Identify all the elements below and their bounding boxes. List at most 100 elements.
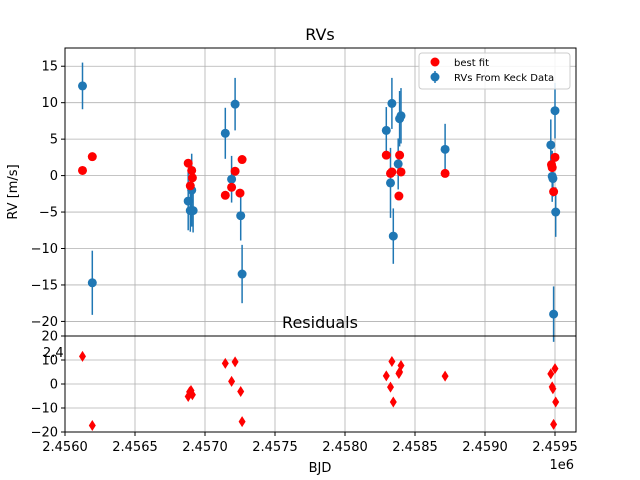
keck-rv-point bbox=[237, 269, 247, 279]
best-fit-point bbox=[396, 167, 406, 177]
rv-y-tick-label: −10 bbox=[31, 242, 58, 257]
residuals-y-tick-label: 0 bbox=[50, 378, 58, 393]
keck-rv-point bbox=[220, 128, 230, 138]
residual-point bbox=[382, 370, 390, 382]
rv-y-tick-label: 10 bbox=[41, 96, 58, 111]
residuals-x-ticks: 2.4560 2.4565 2.4570 2.4575 2.4580 2.4585 2.45… bbox=[42, 432, 578, 455]
x-tick-label: 2.4560 bbox=[42, 440, 88, 455]
legend-label-best-fit: best fit bbox=[454, 58, 489, 69]
residual-point bbox=[549, 383, 557, 395]
residuals-y-tick-label: −20 bbox=[31, 426, 58, 441]
keck-rv-point bbox=[546, 140, 556, 150]
rv-legend: best fit RVs From Keck Data bbox=[418, 52, 571, 90]
keck-rv-point bbox=[230, 99, 240, 109]
residuals-y-tick-label: 20 bbox=[41, 330, 58, 345]
best-fit-point bbox=[547, 163, 557, 173]
residual-point bbox=[221, 357, 229, 369]
rv-y-axis-label: RV [m/s] bbox=[6, 164, 21, 219]
x-tick-label: 2.4565 bbox=[112, 440, 158, 455]
best-fit-point bbox=[185, 181, 195, 191]
keck-rv-point bbox=[381, 125, 391, 135]
rv-y-tick-label: 0 bbox=[50, 169, 58, 184]
x-tick-label: 2.4595 bbox=[532, 440, 578, 455]
x-tick-label: 2.4570 bbox=[182, 440, 228, 455]
residuals-y-tick-label: −10 bbox=[31, 402, 58, 417]
best-fit-point bbox=[381, 150, 391, 160]
rv-y-tick-label: −5 bbox=[39, 206, 58, 221]
x-tick-label: 2.4590 bbox=[462, 440, 508, 455]
residual-point bbox=[79, 350, 86, 362]
best-fit-point bbox=[395, 150, 405, 160]
best-fit-point bbox=[387, 167, 397, 177]
residual-point bbox=[228, 375, 236, 387]
residual-point bbox=[441, 370, 449, 382]
residuals-data-layer bbox=[79, 350, 560, 432]
keck-rv-point bbox=[78, 81, 87, 91]
x-axis-label: BJD bbox=[309, 461, 332, 476]
best-fit-point bbox=[87, 152, 97, 162]
residual-point bbox=[550, 418, 558, 430]
keck-rv-point bbox=[236, 211, 246, 221]
keck-rv-point bbox=[393, 159, 403, 169]
keck-rv-point bbox=[440, 144, 450, 154]
keck-rv-point bbox=[387, 98, 397, 108]
best-fit-point bbox=[440, 168, 450, 178]
rv-panel: 15 10 5 0 −5 −10 −15 −20 RVs RV [m/s] best fit … bbox=[6, 25, 577, 342]
rv-title: RVs bbox=[305, 25, 335, 44]
rv-y-tick-label: 5 bbox=[50, 133, 58, 148]
rv-y-tick-label: −20 bbox=[31, 315, 58, 330]
best-fit-point bbox=[78, 165, 87, 175]
keck-rv-point bbox=[386, 178, 395, 188]
best-fit-point bbox=[394, 191, 404, 201]
legend-marker-keck bbox=[430, 72, 440, 82]
best-fit-point bbox=[187, 173, 197, 183]
keck-rv-point bbox=[549, 309, 559, 319]
rv-y-ticks: 15 10 5 0 −5 −10 −15 −20 bbox=[31, 60, 65, 330]
x-tick-label: 2.4585 bbox=[392, 440, 438, 455]
rv-data-layer bbox=[78, 62, 561, 342]
keck-rv-point bbox=[396, 111, 406, 121]
best-fit-point bbox=[237, 155, 247, 165]
x-tick-label: 2.4575 bbox=[252, 440, 298, 455]
keck-rv-point bbox=[550, 106, 560, 116]
residual-point bbox=[237, 385, 245, 397]
residual-point bbox=[88, 420, 96, 432]
best-fit-point bbox=[220, 190, 230, 200]
residuals-title: Residuals bbox=[282, 313, 358, 332]
keck-rv-point bbox=[183, 196, 193, 206]
keck-rv-point bbox=[551, 207, 561, 217]
residuals-y-ticks: 20 10 0 −10 −20 bbox=[31, 330, 65, 441]
best-fit-point bbox=[235, 188, 245, 198]
best-fit-point bbox=[549, 187, 559, 197]
best-fit-point bbox=[183, 158, 193, 168]
best-fit-point bbox=[227, 182, 237, 192]
residual-point bbox=[552, 396, 560, 408]
rv-y-tick-label: 15 bbox=[41, 60, 58, 75]
x-tick-label: 2.4580 bbox=[322, 440, 368, 455]
best-fit-point bbox=[230, 166, 240, 176]
keck-rv-point bbox=[87, 278, 97, 288]
residual-point bbox=[389, 396, 397, 408]
best-fit-point bbox=[187, 165, 197, 175]
residual-point bbox=[397, 360, 405, 372]
keck-rv-point bbox=[227, 174, 237, 184]
keck-rv-point bbox=[388, 231, 398, 241]
residual-point bbox=[551, 363, 559, 375]
legend-box bbox=[418, 52, 571, 90]
residual-point bbox=[388, 355, 396, 367]
rv-y-tick-label: −15 bbox=[31, 278, 58, 293]
legend-marker-best-fit bbox=[430, 57, 440, 67]
residual-point bbox=[188, 389, 196, 401]
residual-point bbox=[547, 368, 555, 380]
keck-rv-point bbox=[548, 174, 558, 184]
legend-label-keck: RVs From Keck Data bbox=[454, 73, 554, 84]
residual-point bbox=[387, 381, 394, 393]
x-axis-offset-label: 1e6 bbox=[549, 458, 574, 473]
residual-point bbox=[238, 416, 246, 428]
best-fit-point bbox=[550, 152, 560, 162]
residuals-y-tick-label: 10 bbox=[41, 354, 58, 369]
residual-point bbox=[231, 356, 239, 368]
keck-rv-point bbox=[188, 206, 198, 216]
